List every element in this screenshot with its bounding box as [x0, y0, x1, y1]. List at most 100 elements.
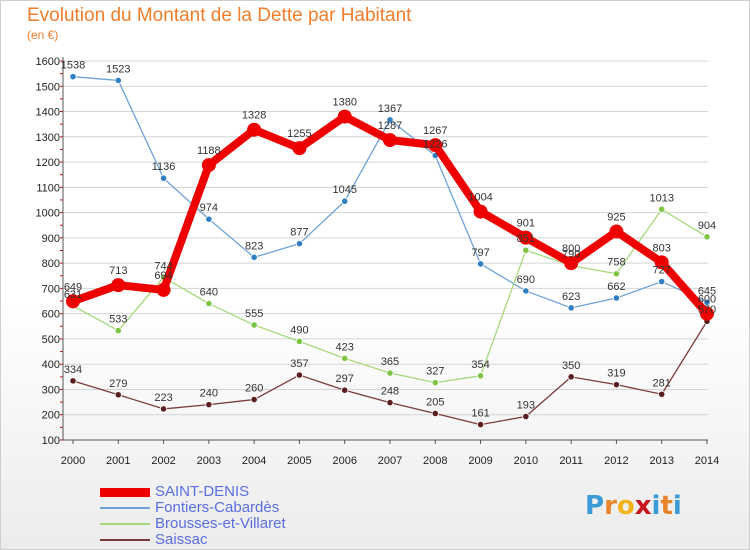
- x-tick-label: 2002: [151, 455, 175, 467]
- data-label-saint-denis: 1328: [242, 110, 266, 122]
- y-tick-label: 400: [42, 359, 60, 371]
- data-label-saint-denis: 925: [607, 212, 625, 224]
- data-point-saissac: [250, 395, 258, 404]
- data-label-fontiers-cabard-s: 823: [245, 240, 263, 252]
- data-label-fontiers-cabard-s: 690: [517, 274, 535, 286]
- data-label-saint-denis: 713: [109, 265, 127, 277]
- legend-item-fontiers-cabard-s: Fontiers-Cabardès: [100, 500, 286, 516]
- data-label-saint-denis: 1267: [423, 125, 447, 137]
- data-label-fontiers-cabard-s: 1045: [332, 184, 356, 196]
- data-label-saissac: 193: [517, 400, 535, 412]
- data-point-saissac: [114, 391, 122, 399]
- data-point-fontiers-cabard-s: [612, 294, 621, 302]
- data-label-saint-denis: 1004: [468, 192, 492, 204]
- data-label-brousses-et-villaret: 555: [245, 308, 263, 320]
- data-point-fontiers-cabard-s: [522, 287, 530, 295]
- data-label-fontiers-cabard-s: 974: [200, 202, 218, 214]
- data-point-fontiers-cabard-s: [341, 197, 349, 205]
- y-tick-label: 1200: [36, 157, 60, 169]
- data-label-brousses-et-villaret: 490: [290, 324, 308, 336]
- y-tick-label: 500: [42, 334, 60, 346]
- x-tick-label: 2000: [61, 455, 85, 467]
- x-tick-label: 2009: [468, 455, 492, 467]
- data-point-saint-denis: [337, 109, 352, 124]
- data-label-saissac: 279: [109, 378, 127, 390]
- data-label-fontiers-cabard-s: 662: [607, 281, 625, 293]
- y-tick-label: 900: [42, 233, 60, 245]
- data-point-saint-denis: [66, 294, 80, 309]
- legend-swatch: [100, 487, 150, 497]
- legend: SAINT-DENIS Fontiers-Cabardès Brousses-et-…: [100, 484, 286, 548]
- data-point-brousses-et-villaret: [250, 321, 258, 329]
- y-tick-label: 1100: [36, 182, 60, 194]
- x-tick-label: 2010: [514, 455, 538, 467]
- y-tick-label: 1500: [36, 81, 60, 93]
- y-tick-label: 600: [42, 309, 60, 321]
- data-point-brousses-et-villaret: [295, 337, 304, 346]
- data-label-saissac: 260: [245, 383, 263, 395]
- x-tick-label: 2007: [378, 455, 402, 467]
- logo-letter: r: [604, 491, 617, 521]
- legend-label: Brousses-et-Villaret: [155, 515, 286, 532]
- data-label-fontiers-cabard-s: 727: [653, 265, 671, 277]
- y-tick-label: 1400: [36, 107, 60, 119]
- data-point-brousses-et-villaret: [522, 246, 530, 254]
- data-point-saint-denis: [292, 141, 307, 156]
- y-tick-label: 1000: [36, 208, 60, 220]
- data-label-saint-denis: 600: [698, 294, 716, 306]
- data-point-fontiers-cabard-s: [295, 240, 304, 248]
- data-label-saint-denis: 800: [562, 243, 580, 255]
- x-tick-label: 2013: [649, 455, 673, 467]
- data-label-saissac: 357: [290, 358, 308, 370]
- data-point-fontiers-cabard-s: [69, 73, 77, 81]
- legend-item-brousses-et-villaret: Brousses-et-Villaret: [100, 516, 286, 532]
- proxiti-logo: Proxiti: [585, 491, 682, 521]
- data-point-saint-denis: [654, 255, 669, 270]
- data-point-saissac: [431, 409, 439, 418]
- x-tick-label: 2006: [332, 455, 356, 467]
- data-label-fontiers-cabard-s: 1226: [423, 138, 447, 150]
- data-point-fontiers-cabard-s: [159, 174, 168, 182]
- data-point-brousses-et-villaret: [476, 372, 485, 380]
- x-tick-label: 2011: [559, 455, 583, 467]
- data-label-fontiers-cabard-s: 1523: [106, 63, 130, 75]
- data-label-fontiers-cabard-s: 797: [471, 247, 489, 259]
- data-point-fontiers-cabard-s: [476, 260, 485, 268]
- y-tick-label: 200: [42, 410, 60, 422]
- data-point-brousses-et-villaret: [205, 299, 213, 308]
- x-tick-label: 2005: [287, 455, 311, 467]
- data-point-fontiers-cabard-s: [386, 116, 394, 124]
- grid-lines: [63, 60, 708, 441]
- data-label-brousses-et-villaret: 533: [109, 314, 127, 326]
- data-label-fontiers-cabard-s: 1136: [152, 161, 176, 173]
- data-point-saissac: [612, 381, 621, 389]
- logo-letter: x: [634, 491, 652, 521]
- y-tick-label: 300: [42, 384, 60, 396]
- data-label-fontiers-cabard-s: 877: [290, 227, 308, 239]
- data-point-saissac: [658, 390, 666, 398]
- data-label-brousses-et-villaret: 327: [426, 366, 444, 378]
- y-tick-label: 700: [42, 283, 60, 295]
- data-point-saint-denis: [518, 230, 533, 245]
- axes: 1002003004005006007008009001000110012001…: [36, 56, 720, 467]
- data-point-saissac: [69, 377, 77, 385]
- data-label-saissac: 297: [336, 373, 354, 385]
- data-label-brousses-et-villaret: 631: [64, 289, 82, 301]
- y-tick-label: 800: [42, 258, 60, 270]
- data-label-brousses-et-villaret: 758: [607, 257, 625, 269]
- data-point-saint-denis: [201, 158, 216, 173]
- data-label-brousses-et-villaret: 1013: [649, 192, 673, 204]
- data-point-fontiers-cabard-s: [703, 298, 711, 306]
- data-label-brousses-et-villaret: 790: [562, 249, 580, 261]
- line-chart: 1002003004005006007008009001000110012001…: [36, 56, 720, 467]
- data-point-brousses-et-villaret: [703, 233, 711, 241]
- data-label-fontiers-cabard-s: 645: [698, 285, 716, 297]
- data-label-saint-denis: 901: [517, 218, 535, 230]
- data-labels: 1538 1523 1136 974 823 877 1045 1367 1226 797 690 6…: [61, 60, 716, 420]
- legend-item-saint-denis: SAINT-DENIS: [100, 484, 286, 500]
- data-label-brousses-et-villaret: 904: [698, 220, 716, 232]
- logo-letter: i: [651, 491, 661, 521]
- data-point-fontiers-cabard-s: [250, 253, 258, 261]
- data-label-saint-denis: 649: [64, 281, 82, 293]
- x-tick-label: 2001: [106, 455, 130, 467]
